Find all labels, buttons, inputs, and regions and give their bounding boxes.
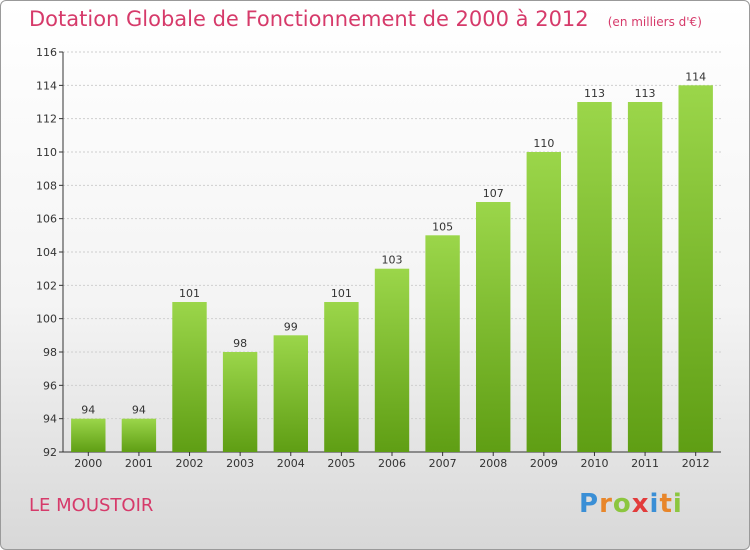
bar-value-label: 110	[533, 137, 554, 150]
y-tick-label: 112	[36, 113, 57, 126]
bar-2008	[476, 202, 511, 452]
bar-value-label: 98	[233, 337, 247, 350]
bar-value-label: 99	[284, 320, 298, 333]
bar-2007	[425, 235, 460, 452]
y-tick-label: 108	[36, 179, 57, 192]
chart-subtitle: (en milliers d'€)	[607, 15, 702, 29]
bar-2004	[273, 335, 308, 452]
x-tick-label: 2011	[631, 457, 659, 470]
bar-2001	[121, 418, 157, 452]
bar-value-label: 107	[483, 187, 504, 200]
bar-2002	[172, 302, 207, 452]
title-block: Dotation Globale de Fonctionnement de 20…	[29, 7, 702, 31]
x-tick-label: 2004	[277, 457, 305, 470]
x-tick-label: 2002	[176, 457, 204, 470]
x-tick-label: 2003	[226, 457, 254, 470]
bar-2009	[526, 152, 561, 452]
place-name: LE MOUSTOIR	[29, 495, 154, 516]
bar-2005	[324, 302, 359, 452]
bar-2011	[627, 102, 663, 452]
bar-value-label: 114	[685, 70, 706, 83]
y-tick-label: 92	[43, 446, 57, 459]
x-tick-label: 2006	[378, 457, 406, 470]
logo-letter: i	[672, 489, 683, 519]
bar-2006	[374, 268, 410, 452]
x-tick-label: 2000	[74, 457, 102, 470]
x-tick-label: 2001	[125, 457, 153, 470]
bar-2010	[577, 102, 612, 452]
bar-value-label: 94	[81, 404, 95, 417]
x-tick-label: 2010	[580, 457, 608, 470]
y-tick-label: 98	[43, 346, 57, 359]
y-tick-label: 104	[36, 246, 57, 259]
y-tick-label: 102	[36, 279, 57, 292]
bar-value-label: 101	[331, 287, 352, 300]
x-tick-label: 2012	[682, 457, 710, 470]
x-tick-label: 2007	[429, 457, 457, 470]
logo-letter: r	[599, 489, 613, 519]
logo-letter: i	[649, 489, 660, 519]
bar-2012	[678, 85, 713, 453]
y-tick-label: 100	[36, 313, 57, 326]
chart-title: Dotation Globale de Fonctionnement de 20…	[29, 7, 589, 31]
bar-2003	[222, 352, 258, 452]
y-tick-label: 94	[43, 413, 57, 426]
x-tick-label: 2005	[327, 457, 355, 470]
logo-letter: t	[659, 489, 673, 519]
bar-2000	[71, 418, 106, 452]
bar-value-label: 101	[179, 287, 200, 300]
x-tick-label: 2009	[530, 457, 558, 470]
y-tick-label: 106	[36, 213, 57, 226]
bar-value-label: 105	[432, 220, 453, 233]
bar-value-label: 113	[635, 87, 656, 100]
y-tick-label: 110	[36, 146, 57, 159]
x-tick-label: 2008	[479, 457, 507, 470]
proxiti-logo: Proxiti	[579, 489, 683, 519]
bar-value-label: 94	[132, 404, 146, 417]
logo-letter: x	[631, 489, 650, 519]
bar-value-label: 103	[382, 254, 403, 267]
logo-letter: o	[612, 489, 632, 519]
logo-letter: P	[579, 489, 600, 519]
y-tick-label: 96	[43, 379, 57, 392]
bar-value-label: 113	[584, 87, 605, 100]
y-tick-label: 114	[36, 79, 57, 92]
y-tick-label: 116	[36, 46, 57, 59]
